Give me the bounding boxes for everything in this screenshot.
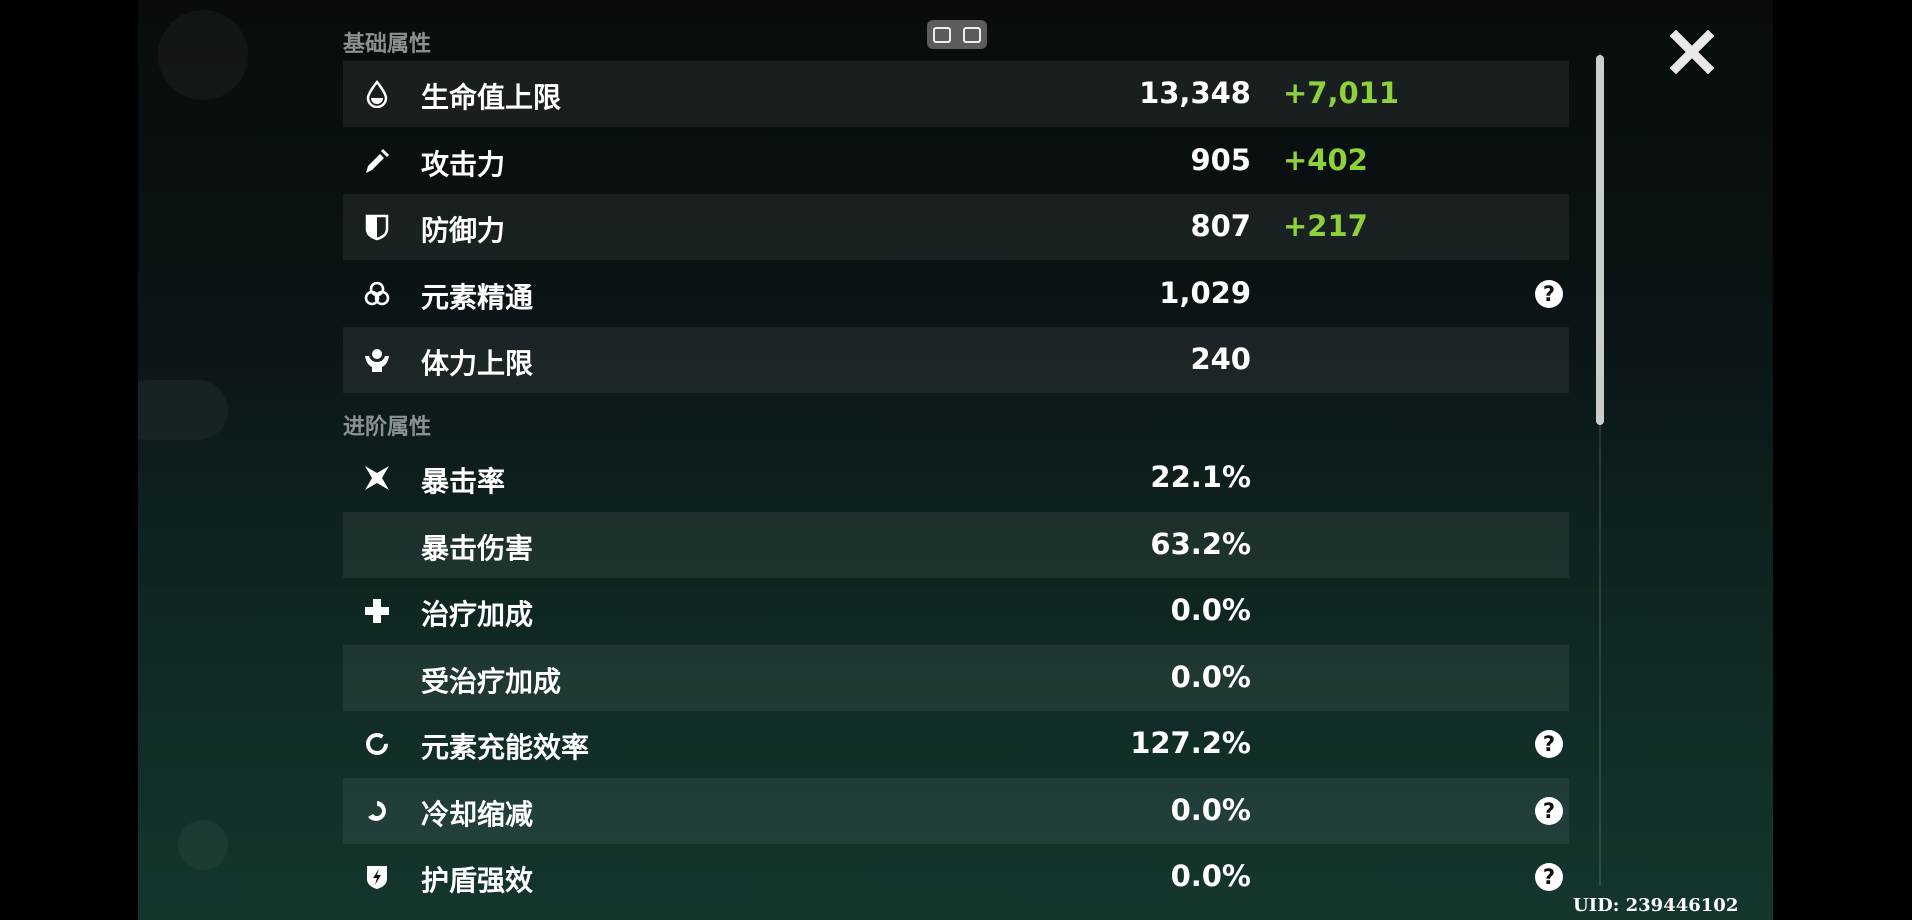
healing-cross-icon	[363, 597, 391, 625]
stat-row: 冷却缩减 0.0%?	[343, 777, 1569, 844]
stat-row: 暴击率 22.1%	[343, 445, 1569, 511]
stat-row: 护盾强效 0.0%?	[343, 844, 1569, 910]
help-icon[interactable]: ?	[1535, 863, 1563, 891]
shield-icon	[363, 213, 391, 241]
stat-value: 0.0%	[1170, 593, 1251, 627]
stat-value: 22.1%	[1150, 460, 1251, 494]
stat-row: 元素精通 1,029?	[343, 261, 1569, 327]
screen-overlay-controls[interactable]	[927, 20, 987, 49]
stat-value: 127.2%	[1130, 726, 1251, 760]
stat-row: 暴击伤害 63.2%	[343, 511, 1569, 578]
energy-recharge-icon	[363, 730, 391, 758]
stat-row: 治疗加成 0.0%	[343, 578, 1569, 644]
hp-drop-icon	[363, 80, 391, 108]
minimize-icon[interactable]	[933, 26, 951, 43]
stat-value: 63.2%	[1150, 526, 1251, 561]
stamina-icon	[363, 346, 391, 374]
stat-label: 元素充能效率	[421, 731, 590, 764]
stat-value: 0.0%	[1170, 792, 1251, 827]
stat-label: 冷却缩减	[421, 797, 534, 831]
stat-bonus: +7,011	[1283, 76, 1400, 110]
stat-value: 807	[1190, 209, 1251, 243]
stat-label: 体力上限	[421, 347, 534, 380]
menu-button-ghost	[178, 820, 228, 870]
close-icon	[1669, 29, 1715, 75]
cooldown-icon	[363, 797, 391, 825]
game-screen: 基础属性 生命值上限 13,348 +7,011 攻击力 905 +402 防御力 807 +2…	[138, 0, 1773, 920]
scrollbar-thumb[interactable]	[1596, 55, 1604, 425]
stat-label: 治疗加成	[421, 598, 534, 631]
play-icon[interactable]	[963, 26, 981, 43]
stat-row: 元素充能效率 127.2%?	[343, 711, 1569, 777]
elemental-mastery-icon	[363, 280, 391, 308]
sword-icon	[363, 147, 391, 175]
stat-row: 受治疗加成 0.0%	[343, 644, 1569, 711]
section-advanced-title: 进阶属性	[343, 415, 432, 440]
stat-label: 暴击率	[421, 465, 506, 498]
stat-value: 0.0%	[1170, 659, 1251, 694]
stat-label: 受治疗加成	[421, 664, 562, 698]
help-icon[interactable]: ?	[1535, 796, 1563, 825]
stat-value: 0.0%	[1170, 859, 1251, 893]
stat-value: 1,029	[1159, 275, 1251, 310]
uid-label: UID: 239446102	[1573, 895, 1739, 916]
shield-strength-icon	[363, 863, 391, 891]
section-basic-title: 基础属性	[343, 32, 432, 57]
help-icon[interactable]: ?	[1535, 279, 1563, 308]
selected-tab-ghost	[138, 380, 228, 440]
help-icon[interactable]: ?	[1535, 730, 1563, 758]
stat-label: 防御力	[421, 214, 506, 247]
stat-value: 905	[1190, 142, 1251, 177]
crit-star-icon	[363, 464, 391, 492]
stat-bonus: +217	[1283, 209, 1368, 243]
stat-label: 生命值上限	[421, 81, 562, 114]
stat-label: 元素精通	[421, 280, 534, 314]
stat-row: 体力上限 240	[343, 327, 1569, 393]
character-avatar-ghost	[158, 10, 248, 100]
stat-row: 攻击力 905 +402	[343, 128, 1569, 194]
stat-row: 防御力 807 +217	[343, 194, 1569, 260]
stat-row: 生命值上限 13,348 +7,011	[343, 61, 1569, 127]
close-button[interactable]	[1669, 29, 1715, 75]
stat-bonus: +402	[1283, 142, 1368, 177]
scrollbar-track[interactable]	[1599, 53, 1601, 886]
stat-value: 13,348	[1139, 76, 1251, 110]
stat-label: 护盾强效	[421, 864, 534, 897]
stat-label: 攻击力	[421, 147, 506, 181]
stat-label: 暴击伤害	[421, 531, 534, 565]
stat-value: 240	[1190, 342, 1251, 376]
